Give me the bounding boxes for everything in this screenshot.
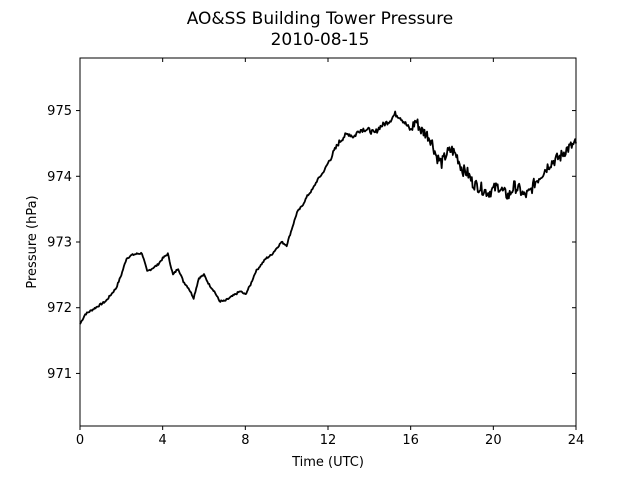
x-tick-label: 8: [241, 433, 249, 448]
x-tick-label: 4: [159, 433, 167, 448]
plot-area: [79, 57, 577, 427]
x-axis: 0 4 8 12 16 20 24: [76, 58, 584, 448]
x-tick-label: 24: [568, 433, 585, 448]
x-tick-label: 20: [485, 433, 502, 448]
y-axis: 971 972 973 974 975: [47, 104, 576, 382]
y-tick-label: 974: [47, 170, 72, 185]
x-tick-label: 12: [320, 433, 337, 448]
plot-frame: [79, 57, 577, 427]
x-tick-label: 16: [402, 433, 419, 448]
y-tick-label: 975: [47, 104, 72, 119]
y-tick-label: 972: [47, 301, 72, 316]
x-tick-label: 0: [76, 433, 84, 448]
y-tick-label: 973: [47, 236, 72, 251]
y-tick-label: 971: [47, 367, 72, 382]
chart-title: AO&SS Building Tower Pressure: [187, 9, 454, 29]
y-axis-label: Pressure (hPa): [25, 195, 40, 288]
chart-subtitle: 2010-08-15: [271, 30, 370, 50]
x-axis-label: Time (UTC): [291, 455, 364, 470]
series-line-pressure: [79, 110, 577, 325]
